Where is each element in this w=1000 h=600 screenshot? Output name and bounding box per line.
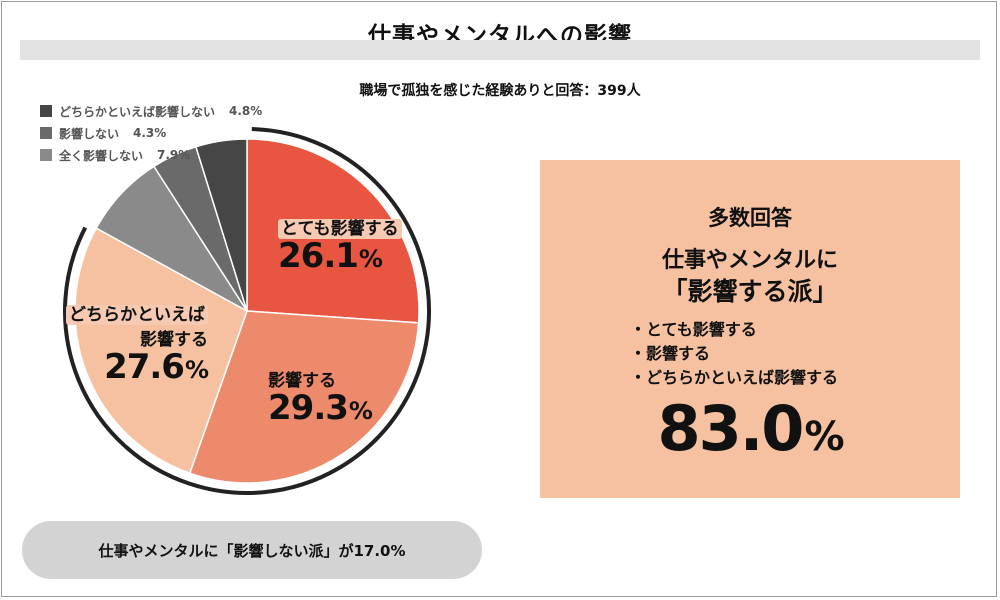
pie-slice-1: [188, 310, 420, 484]
slice-label-name: 影響する: [268, 371, 336, 391]
slice-label-name-line2: 影響する: [140, 330, 208, 350]
legend-swatch: [40, 149, 52, 161]
summary-line2: 「影響する派」: [662, 277, 838, 306]
group-arc-0: [63, 127, 431, 495]
legend-swatch: [40, 127, 52, 139]
summary-list: ・とても影響する ・影響する ・どちらかといえば影響する: [630, 318, 838, 390]
legend-item: どちらかといえば影響しない 4.8%: [40, 100, 262, 122]
legend-value: 4.8%: [229, 104, 263, 118]
summary-item: ・影響する: [630, 344, 711, 363]
slice-label-value: 26.1%: [278, 236, 383, 276]
slice-label-value: 27.6%: [104, 347, 209, 387]
slice-label-name-line1: どちらかといえば: [48, 300, 208, 325]
summary-item: ・とても影響する: [630, 320, 757, 339]
summary-item: ・どちらかといえば影響する: [630, 368, 839, 387]
slice-label-somewhat-affected: どちらかといえば 影響する 27.6%: [48, 300, 209, 387]
legend-value: 4.3%: [133, 126, 167, 140]
legend-label: どちらかといえば影響しない: [59, 104, 216, 119]
footer-note: 仕事やメンタルに「影響しない派」が17.0%: [22, 521, 482, 579]
slice-label-name: とても影響する: [278, 214, 402, 239]
legend-swatch: [40, 105, 52, 117]
pie-slice-5: [194, 138, 248, 312]
pie-slice-2: [74, 227, 248, 475]
legend-item: 全く影響しない 7.9%: [40, 144, 262, 166]
summary-box: 多数回答 仕事やメンタルに 「影響する派」 ・とても影響する ・影響する ・どち…: [540, 160, 960, 498]
summary-total: 83.0%: [657, 392, 844, 465]
chart-subtitle: 職場で孤独を感じた経験ありと回答：399人: [359, 83, 641, 99]
legend: どちらかといえば影響しない 4.8% 影響しない 4.3% 全く影響しない 7.9%: [40, 100, 262, 166]
slice-label-affected: 影響する 29.3%: [268, 366, 373, 428]
legend-value: 7.9%: [157, 148, 191, 162]
slice-label-very-affected: とても影響する 26.1%: [278, 214, 402, 275]
slice-label-value: 29.3%: [268, 388, 373, 428]
summary-line1: 仕事やメンタルに: [661, 248, 838, 273]
legend-item: 影響しない 4.3%: [40, 122, 262, 144]
footer-note-text: 仕事やメンタルに「影響しない派」が17.0%: [98, 541, 406, 560]
legend-label: 影響しない: [59, 126, 120, 141]
summary-heading: 多数回答: [708, 206, 792, 230]
legend-label: 全く影響しない: [59, 148, 144, 163]
title-underline-bar: [20, 40, 980, 60]
